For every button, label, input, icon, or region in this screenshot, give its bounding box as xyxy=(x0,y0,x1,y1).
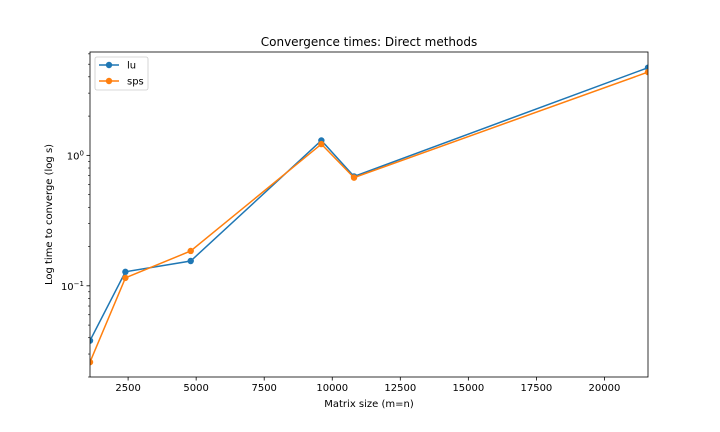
x-tick-label: 20000 xyxy=(589,383,621,394)
x-tick-label: 7500 xyxy=(251,383,276,394)
x-tick-label: 2500 xyxy=(115,383,140,394)
data-point-sps xyxy=(90,358,94,366)
legend-label-sps: sps xyxy=(127,77,144,88)
series-line-lu xyxy=(90,66,648,341)
x-tick-label: 5000 xyxy=(183,383,208,394)
data-point-sps xyxy=(644,68,648,76)
legend-label-lu: lu xyxy=(127,61,136,72)
axis-ticks: 2500 5000 7500 10000 12500 15000 17500 2000010−… xyxy=(61,53,621,394)
x-tick-label: 17500 xyxy=(520,383,552,394)
data-point-sps xyxy=(122,274,129,282)
x-axis-label: Matrix size (m=n) xyxy=(324,399,414,410)
y-tick-base: 10 xyxy=(67,151,80,162)
y-tick-label: 10−1 xyxy=(61,280,84,293)
x-tick-label: 15000 xyxy=(452,383,484,394)
y-tick-base: 10 xyxy=(61,282,74,293)
y-tick-exponent: 0 xyxy=(80,149,84,157)
y-axis-label: Log time to converge (log s) xyxy=(44,144,55,285)
series-line-sps xyxy=(90,71,648,363)
y-tick-label: 100 xyxy=(67,149,84,162)
data-point-lu xyxy=(122,268,129,276)
data-point-sps xyxy=(187,247,194,255)
x-tick-label: 12500 xyxy=(384,383,416,394)
y-tick-exponent: −1 xyxy=(74,280,84,288)
series-layer xyxy=(90,64,648,366)
legend-marker-lu xyxy=(105,61,113,69)
legend: lu sps xyxy=(94,56,149,91)
x-tick-label: 10000 xyxy=(316,383,348,394)
plot-frame xyxy=(89,51,649,378)
chart-title: Convergence times: Direct methods xyxy=(261,35,478,49)
data-point-sps xyxy=(318,140,325,148)
legend-marker-sps xyxy=(105,77,113,85)
data-point-sps xyxy=(350,174,358,181)
data-point-lu xyxy=(90,337,94,344)
data-point-lu xyxy=(187,257,194,265)
